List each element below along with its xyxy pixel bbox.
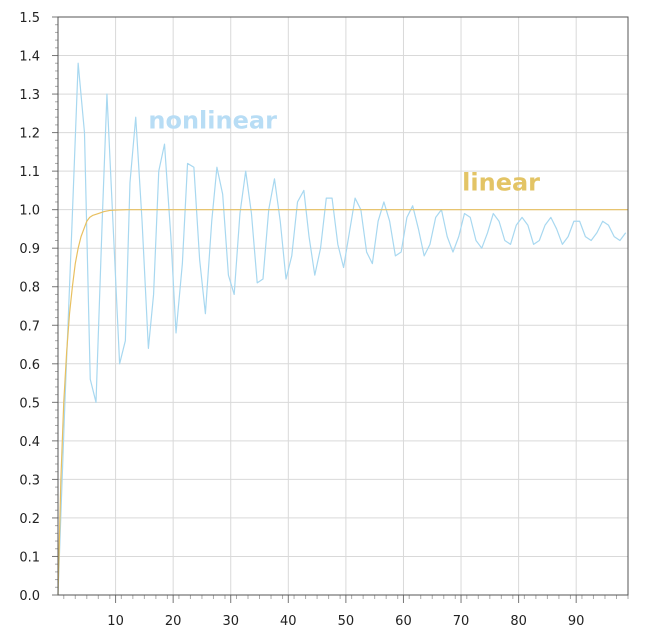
y-tick-label: 0.0 — [19, 589, 40, 604]
y-tick-label: 1.3 — [19, 88, 40, 103]
series-line-nonlinear — [57, 62, 627, 596]
x-tick-label: 70 — [453, 614, 470, 629]
x-tick-label: 80 — [510, 614, 527, 629]
y-tick-label: 1.1 — [19, 165, 40, 180]
series-lines — [57, 62, 628, 596]
y-tick-label: 1.5 — [19, 11, 40, 26]
x-tick-label: 50 — [338, 614, 355, 629]
y-tick-label: 0.6 — [19, 358, 40, 373]
x-tick-label: 40 — [280, 614, 297, 629]
x-tick-label: 30 — [222, 614, 239, 629]
y-tick-label: 0.3 — [19, 473, 40, 488]
tick-labels: 0.0 0.1 0.2 0.3 0.4 0.5 0.6 0.7 0.8 0.9 1.0 1.1 1.2 1… — [19, 11, 584, 629]
series-annotation-linear: linear — [462, 168, 540, 196]
x-tick-label: 20 — [165, 614, 182, 629]
plot-frame — [57, 16, 629, 596]
y-tick-label: 0.5 — [19, 396, 40, 411]
y-tick-label: 0.8 — [19, 281, 40, 296]
x-tick-label: 90 — [568, 614, 585, 629]
y-tick-label: 0.7 — [19, 319, 40, 334]
series-annotations: nonlinear linear — [148, 107, 540, 197]
y-tick-label: 0.9 — [19, 242, 40, 257]
series-annotation-nonlinear: nonlinear — [148, 107, 277, 135]
y-tick-label: 1.2 — [19, 127, 40, 142]
y-tick-label: 0.2 — [19, 512, 40, 527]
y-tick-label: 1.0 — [19, 204, 40, 219]
y-tick-label: 1.4 — [19, 50, 40, 65]
y-tick-label: 0.4 — [19, 435, 40, 450]
x-tick-label: 10 — [107, 614, 124, 629]
series-line-linear — [57, 209, 628, 596]
grid-lines — [58, 16, 628, 596]
y-tick-label: 0.1 — [19, 550, 40, 565]
minor-ticks — [52, 16, 629, 603]
x-tick-label: 60 — [395, 614, 412, 629]
